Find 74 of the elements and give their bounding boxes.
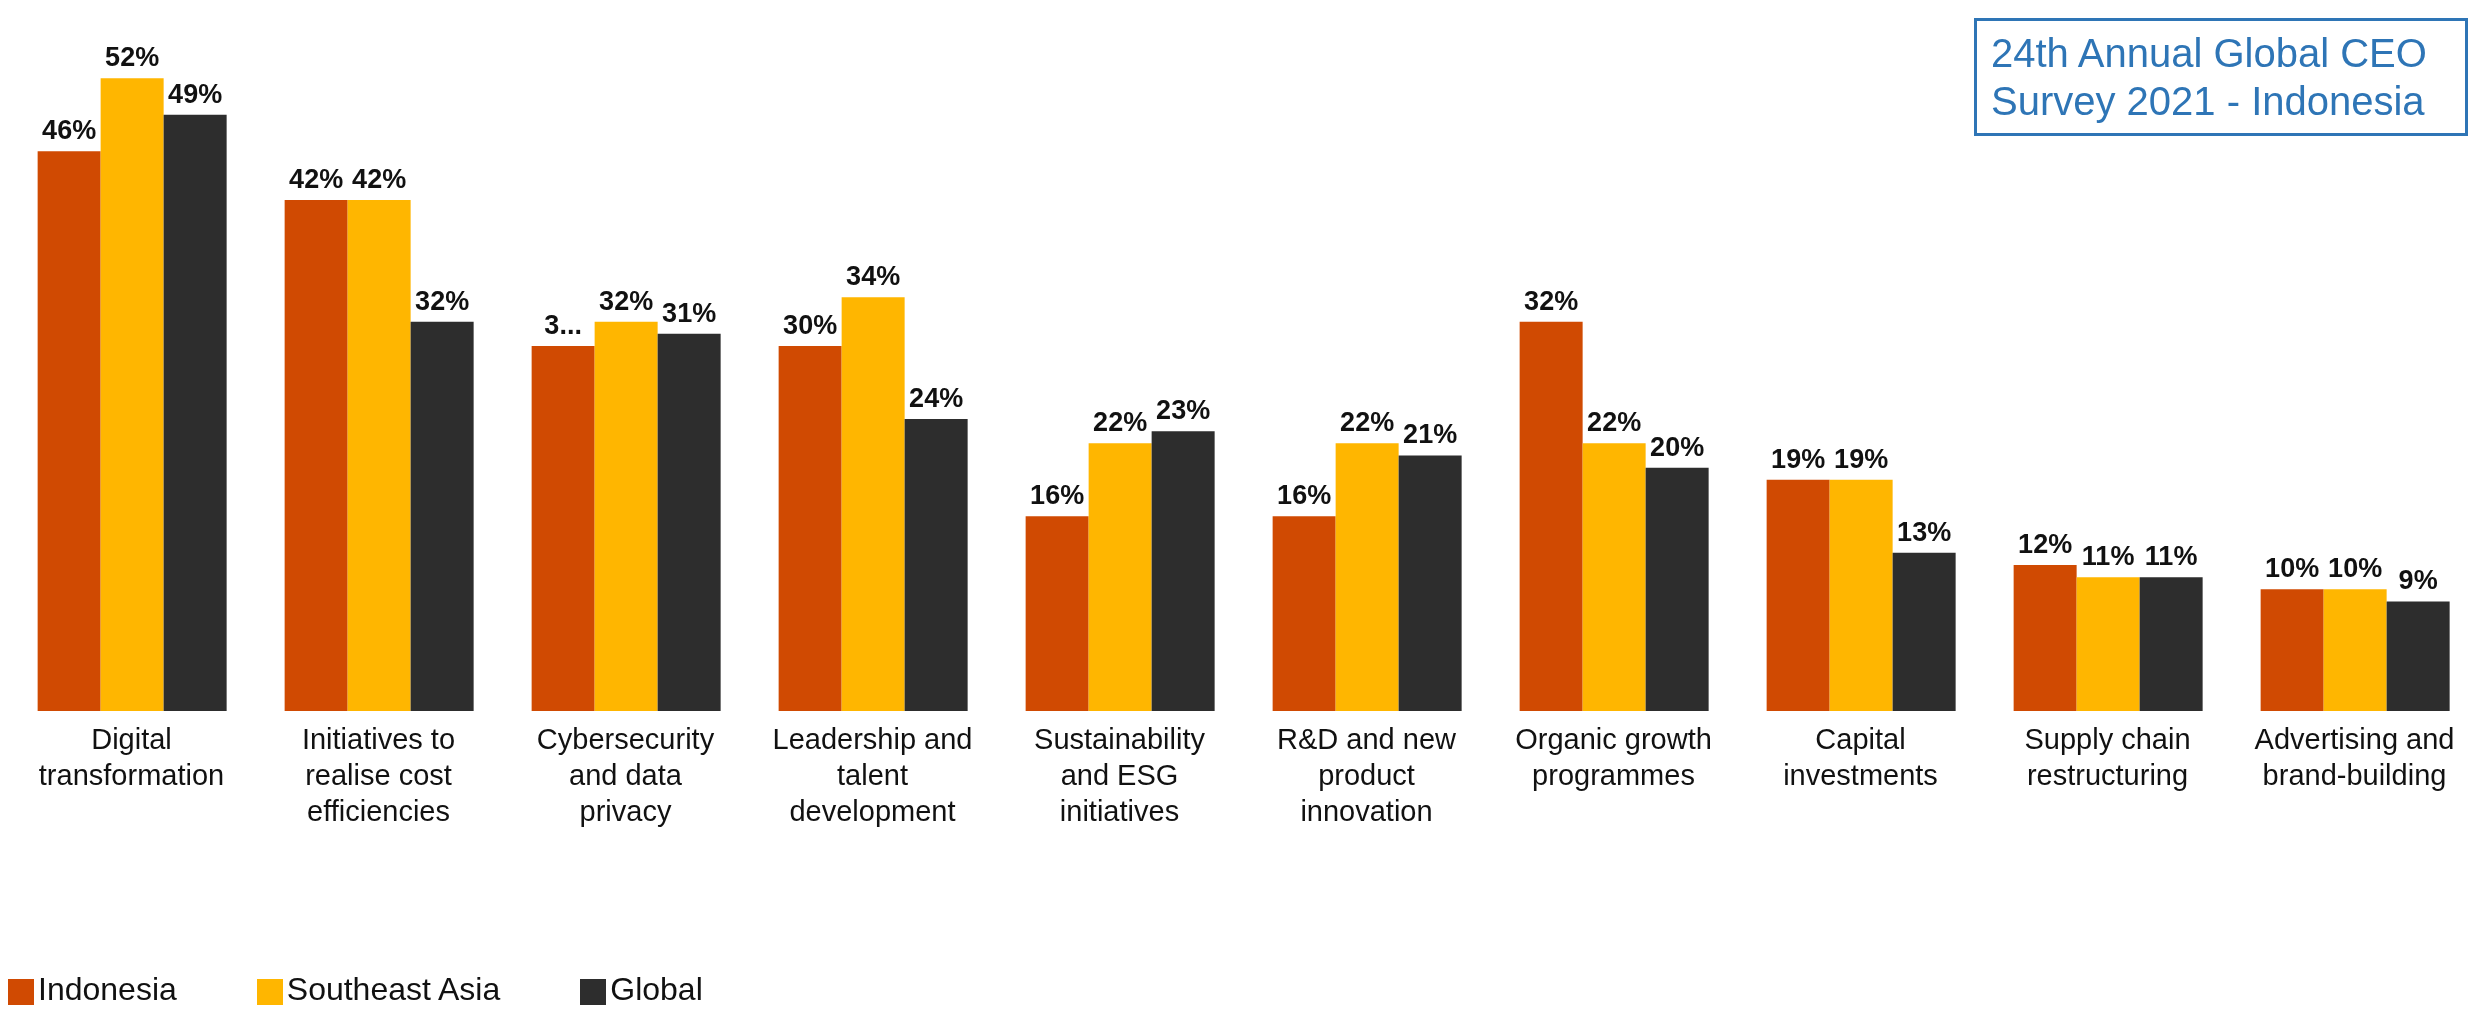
x-tick-label: Sustainability and ESG initiatives — [1034, 723, 1206, 827]
bar — [657, 333, 721, 711]
data-label: 3... — [544, 309, 582, 340]
data-label: 20% — [1650, 431, 1705, 462]
data-label: 31% — [662, 297, 717, 328]
data-label: 11% — [2144, 541, 2198, 572]
data-label: 19% — [1834, 443, 1889, 474]
x-tick-label: Organic growth programmes — [1515, 723, 1712, 791]
data-label: 46% — [42, 115, 97, 146]
bar — [410, 321, 474, 711]
data-label: 19% — [1771, 443, 1826, 474]
bar — [2386, 601, 2450, 711]
data-label: 42% — [352, 163, 407, 194]
data-label: 30% — [783, 309, 838, 340]
data-label: 22% — [1340, 407, 1395, 438]
bar — [1766, 479, 1830, 711]
legend-label: Southeast Asia — [286, 971, 501, 1007]
data-label: 16% — [1277, 480, 1332, 511]
x-tick-label: Initiatives to realise cost efficiencies — [301, 723, 456, 827]
data-label: 16% — [1030, 480, 1085, 511]
data-label: 11% — [2081, 541, 2135, 572]
data-label: 24% — [909, 382, 964, 413]
bar — [531, 345, 595, 711]
data-label: 32% — [1524, 285, 1579, 316]
bar — [1645, 467, 1709, 711]
bar — [100, 78, 164, 711]
data-label: 32% — [599, 285, 654, 316]
data-label: 22% — [1093, 407, 1148, 438]
legend-label: Global — [610, 971, 703, 1007]
bar — [2260, 589, 2324, 711]
bar — [1088, 443, 1152, 711]
data-label: 23% — [1156, 395, 1211, 426]
data-label: 10% — [2328, 553, 2383, 584]
bar — [2076, 577, 2140, 711]
legend-label: Indonesia — [38, 971, 177, 1007]
bar — [904, 418, 968, 711]
bar — [347, 199, 411, 711]
x-tick-label: Capital investments — [1783, 723, 1938, 791]
data-label: 34% — [846, 261, 901, 292]
data-label: 42% — [289, 163, 344, 194]
annotation: 24th Annual Global CEO Survey 2021 - Indonesia — [1974, 18, 2468, 136]
bar — [1272, 516, 1336, 711]
bar — [1829, 479, 1893, 711]
bar — [778, 345, 842, 711]
data-label: 32% — [415, 285, 470, 316]
bar — [594, 321, 658, 711]
bar — [1335, 443, 1399, 711]
data-label: 12% — [2018, 528, 2073, 559]
bar — [163, 114, 227, 711]
x-tick-label: Digital transformation — [38, 723, 225, 791]
x-tick-label: R&D and new product innovation — [1277, 723, 1458, 827]
data-label: 9% — [2398, 565, 2438, 596]
x-tick-label: Supply chain restructuring — [2024, 723, 2191, 791]
bar — [1892, 552, 1956, 711]
data-label: 10% — [2265, 553, 2320, 584]
bar — [1582, 443, 1646, 711]
data-label: 22% — [1587, 407, 1642, 438]
bar — [284, 199, 348, 711]
bar — [1025, 516, 1089, 711]
x-tick-label: Advertising and brand-building — [2254, 723, 2455, 791]
x-tick-label: Cybersecurity and data privacy — [536, 723, 715, 827]
data-label: 52% — [105, 42, 160, 73]
bar — [1398, 455, 1462, 711]
bar — [2139, 577, 2203, 711]
bar — [2323, 589, 2387, 711]
bar — [841, 297, 905, 711]
data-label: 13% — [1897, 516, 1952, 547]
bar — [1151, 431, 1215, 711]
x-tick-label: Leadership and talent development — [772, 723, 973, 827]
data-label: 21% — [1403, 419, 1458, 450]
data-label: 49% — [168, 78, 223, 109]
bar — [2013, 564, 2077, 711]
bar — [37, 151, 101, 711]
bar — [1519, 321, 1583, 711]
